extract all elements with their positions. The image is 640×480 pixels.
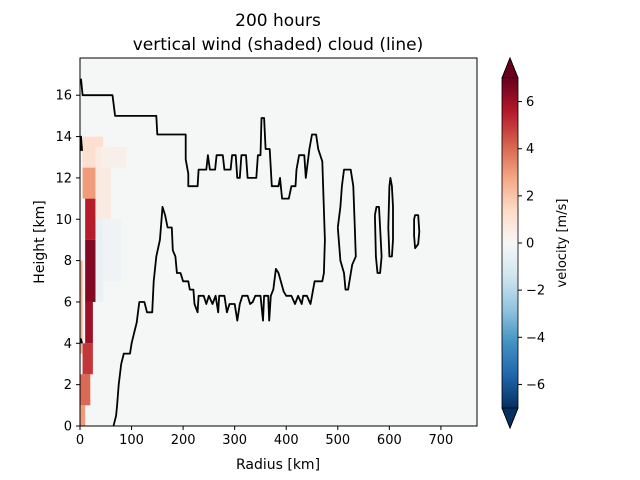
y-tick-label: 0 bbox=[64, 420, 72, 435]
colorbar-tick-label: −6 bbox=[526, 378, 545, 393]
colorbar-tick-label: 4 bbox=[526, 142, 534, 157]
cloud-contour-line bbox=[374, 206, 383, 274]
wind-cell bbox=[80, 405, 86, 426]
y-tick-label: 4 bbox=[64, 337, 72, 352]
x-tick-label: 0 bbox=[76, 433, 84, 448]
colorbar: −6 −4 −2 0 2 4 6 velocity [m/s] bbox=[501, 56, 570, 430]
wind-cell bbox=[80, 374, 91, 406]
wind-cell bbox=[80, 260, 83, 354]
colorbar-extend-max bbox=[501, 56, 519, 79]
x-tick-label: 600 bbox=[377, 433, 402, 448]
colorbar-outline bbox=[501, 56, 519, 430]
colorbar-tick-label: 2 bbox=[526, 189, 534, 204]
wind-cell bbox=[85, 239, 96, 302]
wind-cell bbox=[95, 208, 104, 302]
y-tick-label: 6 bbox=[64, 295, 72, 310]
cloud-contour-line bbox=[413, 214, 421, 250]
cloud-contour-line bbox=[80, 78, 326, 426]
wind-cell bbox=[85, 198, 96, 240]
wind-cell bbox=[100, 146, 127, 168]
wind-cell bbox=[103, 219, 122, 282]
colorbar-tick-label: −4 bbox=[526, 331, 545, 346]
colorbar-bar bbox=[502, 78, 518, 408]
cloud-contour-line bbox=[336, 168, 357, 291]
colorbar-label: velocity [m/s] bbox=[555, 199, 570, 288]
colorbar-tick-label: 6 bbox=[526, 95, 534, 110]
x-axis: 0 100 200 300 400 500 600 700 bbox=[76, 426, 453, 448]
wind-cell bbox=[82, 343, 93, 375]
colorbar-tick-label: −2 bbox=[526, 284, 545, 299]
y-tick-label: 10 bbox=[55, 213, 72, 228]
x-axis-label: Radius [km] bbox=[236, 457, 320, 473]
colorbar-extend-min bbox=[501, 407, 519, 430]
wind-cell bbox=[82, 167, 99, 199]
plot-frame bbox=[79, 57, 478, 427]
y-tick-label: 12 bbox=[55, 171, 72, 186]
x-tick-label: 400 bbox=[274, 433, 299, 448]
x-tick-label: 700 bbox=[428, 433, 453, 448]
chart-subtitle: vertical wind (shaded) cloud (line) bbox=[133, 35, 424, 55]
x-tick-label: 300 bbox=[222, 433, 247, 448]
colorbar-ticks: −6 −4 −2 0 2 4 6 bbox=[518, 95, 545, 393]
cloud-contour-line bbox=[387, 177, 394, 258]
y-tick-label: 16 bbox=[55, 89, 72, 104]
y-tick-label: 2 bbox=[64, 378, 72, 393]
chart-title: 200 hours bbox=[235, 11, 321, 31]
x-tick-label: 100 bbox=[119, 433, 144, 448]
x-tick-label: 200 bbox=[171, 433, 196, 448]
x-tick-label: 500 bbox=[325, 433, 350, 448]
y-tick-label: 14 bbox=[55, 130, 72, 145]
plot-area bbox=[80, 58, 477, 426]
wind-cell bbox=[85, 301, 93, 344]
y-axis: 0 2 4 6 8 10 12 14 16 bbox=[55, 89, 80, 435]
y-tick-label: 8 bbox=[64, 254, 72, 269]
y-axis-label: Height [km] bbox=[32, 200, 48, 283]
wind-shading bbox=[80, 136, 127, 426]
cloud-contours bbox=[80, 78, 421, 426]
colorbar-tick-label: 0 bbox=[526, 237, 534, 252]
